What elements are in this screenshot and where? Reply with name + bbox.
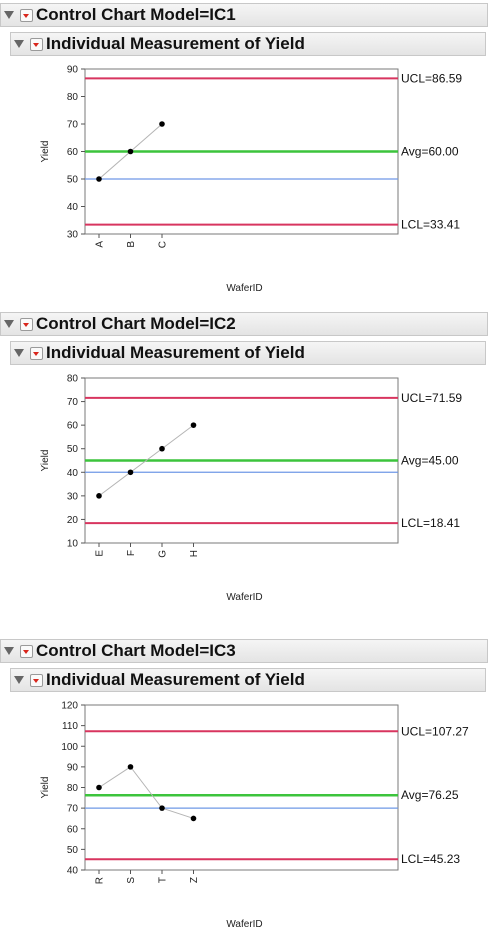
x-tick-label: A: [95, 241, 106, 248]
y-tick-label: 20: [67, 515, 79, 526]
control-chart-plot: 30 40 50 60 70 80 90 UCL=86.59 Avg=60.00 LCL=33.4…: [40, 65, 462, 295]
red-triangle-menu-icon[interactable]: [30, 346, 43, 360]
red-triangle-menu-icon[interactable]: [20, 8, 33, 22]
report-title: Individual Measurement of Yield: [46, 343, 305, 362]
y-tick-label: 80: [67, 783, 79, 794]
data-point: [127, 469, 134, 476]
x-tick-label: B: [126, 241, 137, 248]
y-tick-label: 50: [67, 845, 79, 856]
y-tick-label: 100: [61, 742, 78, 753]
y-tick-label: 110: [62, 721, 78, 732]
x-axis-title: WaferID: [226, 592, 262, 603]
plot-frame: [84, 704, 399, 871]
y-tick-label: 50: [67, 175, 79, 186]
y-tick-label: 40: [67, 468, 79, 479]
disclosure-triangle-icon[interactable]: [14, 676, 24, 684]
data-point: [127, 148, 134, 155]
red-triangle-menu-icon[interactable]: [20, 317, 33, 331]
lcl-label: LCL=18.41: [401, 516, 460, 530]
x-tick-label: F: [126, 550, 137, 556]
outline-header: Control Chart Model=IC3: [0, 639, 488, 663]
avg-label: Avg=60.00: [401, 145, 459, 159]
y-tick-label: 80: [67, 374, 79, 385]
x-tick-label: G: [158, 550, 169, 558]
y-tick-label: 30: [67, 230, 79, 241]
series-line: [98, 766, 194, 819]
control-chart-title: Control Chart Model=IC3: [36, 641, 236, 660]
y-tick-label: 120: [61, 701, 78, 712]
disclosure-triangle-icon[interactable]: [14, 349, 24, 357]
y-tick-label: 70: [67, 120, 79, 131]
data-point: [127, 764, 134, 770]
y-tick-label: 70: [67, 804, 79, 815]
y-tick-label: 30: [67, 491, 79, 502]
data-point: [190, 815, 197, 822]
outline-header: Control Chart Model=IC2: [0, 312, 488, 336]
outline-header: Control Chart Model=IC1: [0, 3, 488, 27]
report-title: Individual Measurement of Yield: [46, 34, 305, 53]
disclosure-triangle-icon[interactable]: [14, 40, 24, 48]
y-axis-title: Yield: [40, 141, 51, 163]
ucl-label: UCL=86.59: [401, 71, 462, 85]
y-tick-label: 60: [67, 421, 79, 432]
x-tick-label: H: [189, 550, 200, 557]
disclosure-triangle-icon[interactable]: [4, 320, 14, 328]
disclosure-triangle-icon[interactable]: [4, 647, 14, 655]
y-tick-label: 40: [67, 866, 79, 877]
ucl-label: UCL=107.27: [401, 724, 469, 738]
data-point: [159, 805, 165, 811]
x-axis-title: WaferID: [226, 283, 262, 294]
red-triangle-menu-icon[interactable]: [20, 644, 33, 658]
report-header: Individual Measurement of Yield: [10, 341, 486, 365]
red-triangle-menu-icon[interactable]: [30, 673, 43, 687]
x-tick-label: S: [126, 877, 137, 884]
report-header: Individual Measurement of Yield: [10, 32, 486, 56]
x-tick-label: R: [95, 877, 106, 884]
report-header: Individual Measurement of Yield: [10, 668, 486, 692]
y-tick-label: 90: [67, 65, 79, 76]
y-tick-label: 60: [67, 824, 79, 835]
y-tick-label: 60: [67, 147, 79, 158]
y-axis-title: Yield: [40, 777, 51, 799]
red-triangle-menu-icon[interactable]: [30, 37, 43, 51]
ucl-label: UCL=71.59: [401, 391, 462, 405]
x-tick-label: C: [158, 241, 169, 248]
data-point: [159, 121, 165, 127]
disclosure-triangle-icon[interactable]: [4, 11, 14, 19]
y-tick-label: 70: [67, 397, 79, 408]
control-chart-title: Control Chart Model=IC1: [36, 5, 236, 24]
series-line: [98, 424, 194, 497]
y-tick-label: 90: [67, 762, 79, 773]
x-tick-label: T: [158, 877, 169, 883]
data-point: [96, 784, 102, 791]
x-axis-title: WaferID: [226, 919, 262, 930]
control-chart-title: Control Chart Model=IC2: [36, 314, 236, 333]
control-chart-plot: 40 50 60 70 80 90 100 110 120 UCL=107.27 Avg=76.25…: [40, 701, 469, 931]
y-tick-label: 40: [67, 202, 79, 213]
x-tick-label: E: [95, 550, 106, 557]
y-tick-label: 50: [67, 444, 79, 455]
control-chart-plot: 10 20 30 40 50 60 70 80 UCL=71.59 Avg=45.00 LCL=18…: [40, 374, 462, 604]
y-axis-title: Yield: [40, 450, 51, 472]
x-tick-label: Z: [189, 877, 200, 883]
data-point: [96, 176, 102, 182]
data-point: [96, 493, 102, 499]
data-point: [190, 422, 197, 428]
y-tick-label: 10: [67, 539, 79, 550]
report-title: Individual Measurement of Yield: [46, 670, 305, 689]
lcl-label: LCL=45.23: [401, 852, 460, 866]
data-point: [159, 445, 165, 452]
lcl-label: LCL=33.41: [401, 218, 460, 232]
avg-label: Avg=76.25: [401, 788, 459, 802]
avg-label: Avg=45.00: [401, 454, 459, 468]
y-tick-label: 80: [67, 92, 79, 103]
